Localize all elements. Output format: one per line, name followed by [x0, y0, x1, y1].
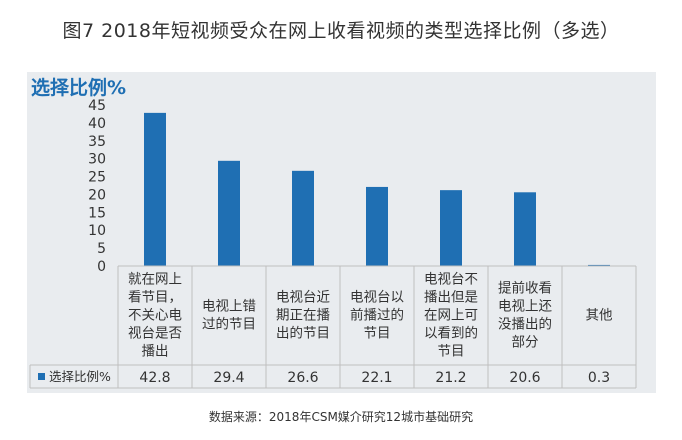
value-label: 21.2: [435, 370, 466, 386]
bar-7: [588, 264, 610, 266]
chart-panel: [27, 72, 656, 393]
y-tick-label: 30: [88, 152, 106, 168]
bar-1: [144, 112, 166, 266]
chart-title: 选择比例%: [31, 77, 127, 99]
y-tick-label: 25: [88, 170, 106, 186]
value-label: 29.4: [213, 370, 244, 386]
source-note: 数据来源：2018年CSM媒介研究12城市基础研究: [208, 410, 474, 424]
value-label: 22.1: [361, 370, 392, 386]
category-label: 电视上错过的节目: [202, 299, 256, 333]
bars: [144, 112, 610, 266]
y-tick-label: 35: [88, 134, 106, 150]
y-tick-label: 0: [97, 259, 106, 275]
bar-4: [366, 186, 388, 266]
category-label: 就在网上看节目，不关心电视台是否播出: [128, 272, 182, 360]
bar-5: [440, 190, 462, 266]
value-label: 20.6: [509, 370, 540, 386]
y-tick-label: 10: [88, 223, 106, 239]
value-label: 26.6: [287, 370, 318, 386]
bar-6: [514, 192, 536, 266]
y-tick-label: 20: [88, 187, 106, 203]
y-tick-label: 5: [97, 241, 106, 257]
data-table: 就在网上看节目，不关心电视台是否播出电视上错过的节目电视台近期正在播出的节目电视…: [29, 265, 637, 389]
category-label: 电视台不播出但是在网上可以看到的节目: [424, 272, 478, 360]
y-tick-label: 40: [88, 116, 106, 132]
figure-title: 图7 2018年短视频受众在网上收看视频的类型选择比例（多选）: [62, 20, 620, 42]
value-label: 0.3: [588, 370, 610, 386]
legend-key: [38, 373, 45, 380]
y-tick-label: 45: [88, 98, 106, 114]
category-label: 其他: [586, 308, 613, 324]
legend-label: 选择比例%: [49, 369, 111, 384]
bar-2: [218, 160, 240, 266]
value-label: 42.8: [139, 370, 170, 386]
bar-3: [292, 170, 314, 266]
y-tick-label: 15: [88, 205, 106, 221]
category-label: 提前收看电视上还没播出的部分: [498, 280, 552, 351]
category-label: 电视台以前播过的节目: [350, 290, 404, 342]
category-label: 电视台近期正在播出的节目: [276, 290, 330, 342]
